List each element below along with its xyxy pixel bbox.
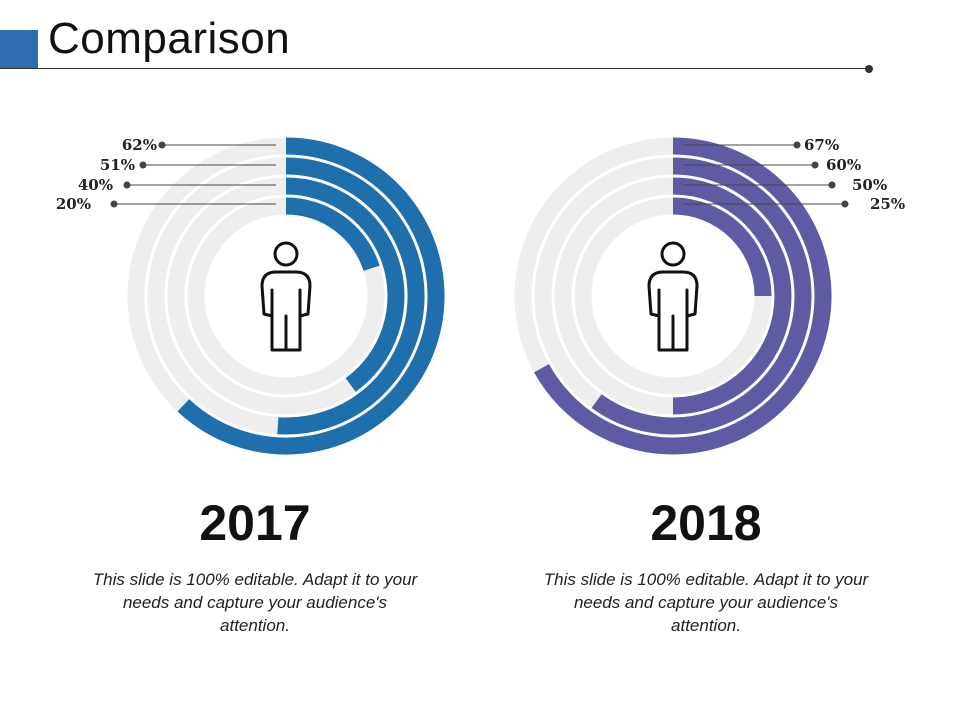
- title-underline-dot: [865, 65, 873, 73]
- leader-dot-2017-2: [123, 181, 131, 189]
- ring-arc-2018-67: [534, 137, 832, 455]
- year-label-2017: 2017: [199, 495, 310, 551]
- title-underline: [0, 68, 868, 69]
- percent-label-2018-3: 25%: [870, 195, 905, 213]
- percent-label-2018-2: 50%: [852, 176, 887, 194]
- leader-dot-2017-0: [158, 141, 166, 149]
- caption-2017: This slide is 100% editable. Adapt it to…: [92, 570, 418, 635]
- person-icon: [260, 241, 312, 352]
- percent-label-2017-3: 20%: [56, 195, 91, 213]
- radial-chart-2017: 62% 51% 40%20% 2017: [56, 136, 445, 551]
- caption-2018: This slide is 100% editable. Adapt it to…: [543, 570, 869, 635]
- leader-dot-2018-3: [841, 200, 849, 208]
- percent-label-2018-0: 67%: [804, 136, 839, 154]
- percent-label-2017-1: 51%: [100, 156, 135, 174]
- percent-label-2017-0: 62%: [122, 136, 157, 154]
- title-accent-square: [0, 30, 38, 69]
- year-label-2018: 2018: [650, 495, 761, 551]
- leader-dot-2017-3: [110, 200, 118, 208]
- person-icon: [647, 241, 699, 352]
- leader-dot-2018-2: [828, 181, 836, 189]
- page-title: Comparison: [48, 14, 291, 63]
- ring-arc-2017-40: [285, 177, 405, 392]
- radial-chart-2018: 67% 60% 50%25% 2018: [514, 136, 905, 551]
- ring-arc-2017-51: [277, 157, 425, 435]
- ring-arc-2018-25: [672, 197, 772, 297]
- ring-arc-2017-20: [285, 197, 380, 272]
- leader-dot-2018-0: [793, 141, 801, 149]
- leader-dot-2018-1: [811, 161, 819, 169]
- ring-arc-2018-60: [591, 157, 812, 435]
- percent-label-2017-2: 40%: [78, 176, 113, 194]
- ring-arc-2017-62: [177, 137, 445, 455]
- ring-arc-2018-50: [672, 177, 792, 415]
- leader-dot-2017-1: [139, 161, 147, 169]
- percent-label-2018-1: 60%: [826, 156, 861, 174]
